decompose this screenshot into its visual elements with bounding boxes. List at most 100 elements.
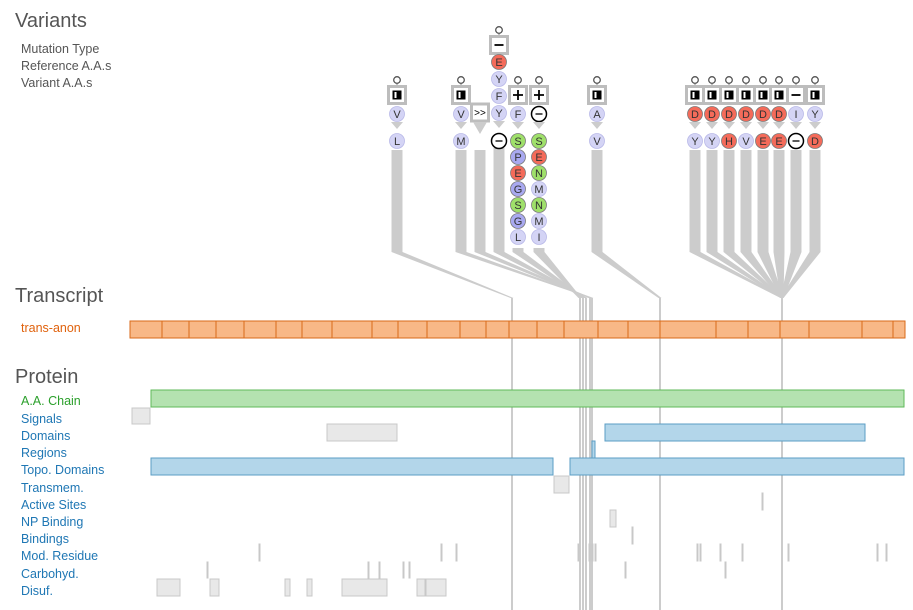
variant-6-var-aa-6 <box>531 213 547 229</box>
mod-residue-mark <box>699 543 702 562</box>
variant-7-count-bubble <box>593 76 601 84</box>
variant-5-var-aa-3-letter: E <box>514 168 521 180</box>
variant-6-var-aa-2 <box>531 149 547 165</box>
variant-1-pointer <box>391 122 403 129</box>
variant-1-var-aa-1-letter: L <box>394 136 400 148</box>
variant-9-var-aa-1 <box>704 133 720 149</box>
variant-stem <box>391 150 403 252</box>
track-label-carbohyd[interactable]: Carbohyd. <box>21 567 79 581</box>
variant-12-ref-aa-1-letter: D <box>759 109 767 121</box>
variant-14-ref-aa-1-letter: I <box>794 109 797 121</box>
variant-5-var-aa-7-letter: L <box>515 232 521 244</box>
track-label-active-sites[interactable]: Active Sites <box>21 498 87 512</box>
variant-11-ref-aa-1-letter: D <box>742 109 750 121</box>
variant-6-var-aa-5 <box>531 197 547 213</box>
variant-8-count-bubble <box>691 76 699 84</box>
variant-15-count-bubble <box>811 76 819 84</box>
variant-6-pointer <box>533 122 545 129</box>
variant-6-var-aa-4 <box>531 181 547 197</box>
active-site-mark <box>761 492 764 511</box>
np-binding-mark <box>609 509 617 528</box>
variant-5-var-aa-4 <box>510 181 526 197</box>
variant-stem <box>757 150 769 252</box>
variant-connector-fan <box>591 252 662 298</box>
variant-8-type-icon-mark <box>692 92 695 98</box>
variant-connector-fan <box>780 252 802 298</box>
variant-14-ref-aa-1 <box>788 106 804 122</box>
variant-6-var-aa-3 <box>531 165 547 181</box>
variant-10-type-icon-mark <box>726 92 729 98</box>
variant-10-type-icon-fill <box>724 90 734 100</box>
variant-15-type-icon-fill <box>810 90 820 100</box>
variant-1-type-icon-fill <box>392 90 402 100</box>
variant-9-count-bubble <box>708 76 716 84</box>
disulfide-box <box>425 578 447 597</box>
variant-15-ref-aa-1 <box>807 106 823 122</box>
variant-2-pointer <box>455 122 467 129</box>
variant-stem <box>790 150 802 252</box>
variant-13-var-aa-1 <box>771 133 787 149</box>
transcript-track-label[interactable]: trans-anon <box>21 321 81 335</box>
variant-12-var-aa-1 <box>755 133 771 149</box>
variant-9-ref-aa-1 <box>704 106 720 122</box>
variant-6-var-aa-1 <box>531 133 547 149</box>
track-label-signals[interactable]: Signals <box>21 412 62 426</box>
disulfide-box <box>341 578 388 597</box>
variant-6-var-aa-3-letter: N <box>535 168 543 180</box>
variant-7-ref-aa-1 <box>589 106 605 122</box>
variant-9-pointer <box>706 122 718 129</box>
variants-label-reference-aa: Reference A.A.s <box>21 59 112 73</box>
variant-10-ref-aa-1 <box>721 106 737 122</box>
variant-5-var-aa-3 <box>510 165 526 181</box>
variant-5-var-aa-4-letter: G <box>514 184 523 196</box>
variant-connector-fan <box>391 252 514 298</box>
variant-13-ref-aa-1 <box>771 106 787 122</box>
variant-stem <box>723 150 735 252</box>
variant-stem <box>493 148 505 252</box>
variant-9-var-aa-1-letter: Y <box>708 136 716 148</box>
variant-2-type-icon-mark <box>458 92 461 98</box>
variant-11-pointer <box>740 122 752 129</box>
variant-10-count-bubble <box>725 76 733 84</box>
variant-5-var-aa-1-letter: S <box>514 136 521 148</box>
track-label-np-binding[interactable]: NP Binding <box>21 515 84 529</box>
variant-1-ref-aa-1 <box>389 106 405 122</box>
variant-connector-fan <box>689 252 784 298</box>
variant-13-count-bubble <box>775 76 783 84</box>
signal-peptide-box <box>131 407 151 425</box>
variant-connector-fan <box>740 252 784 298</box>
disulfide-box <box>209 578 220 597</box>
track-label-topo-domains[interactable]: Topo. Domains <box>21 463 105 477</box>
track-label-mod-residue[interactable]: Mod. Residue <box>21 549 99 563</box>
track-label-transmem[interactable]: Transmem. <box>21 481 84 495</box>
variants-label-mutation-type: Mutation Type <box>21 42 100 56</box>
carbohydrate-mark <box>408 561 411 579</box>
variant-14-pointer <box>790 122 802 129</box>
variant-connector-fan <box>757 252 784 298</box>
transcript-bar <box>129 320 906 339</box>
variant-6-var-aa-1-letter: S <box>535 136 542 148</box>
track-label-domains[interactable]: Domains <box>21 429 71 443</box>
variant-2-var-aa-1 <box>453 133 469 149</box>
track-label-aa-chain[interactable]: A.A. Chain <box>21 394 81 408</box>
binding-mark <box>631 526 634 545</box>
transcript-title: Transcript <box>15 285 104 307</box>
variant-15-var-aa-1-letter: D <box>811 136 819 148</box>
variants-title: Variants <box>15 10 87 32</box>
variant-13-ref-aa-1-letter: D <box>775 109 783 121</box>
variant-6-type-icon-plus <box>534 90 544 100</box>
track-label-disuf[interactable]: Disuf. <box>21 584 53 598</box>
variant-2-var-aa-1-letter: M <box>456 136 465 148</box>
variant-15-pointer <box>809 122 821 129</box>
variant-5-ref-aa-1 <box>510 106 526 122</box>
track-label-bindings[interactable]: Bindings <box>21 532 69 546</box>
variant-3-pointer <box>473 122 487 134</box>
variant-13-var-aa-1-letter: E <box>775 136 782 148</box>
variant-4-ref-aa-2 <box>491 71 507 87</box>
variant-6-var-aa-2-letter: E <box>535 152 542 164</box>
mod-residue-mark <box>741 543 744 562</box>
variant-6-var-aa-7 <box>531 229 547 245</box>
variant-9-ref-aa-1-letter: D <box>708 109 716 121</box>
track-label-regions[interactable]: Regions <box>21 446 67 460</box>
